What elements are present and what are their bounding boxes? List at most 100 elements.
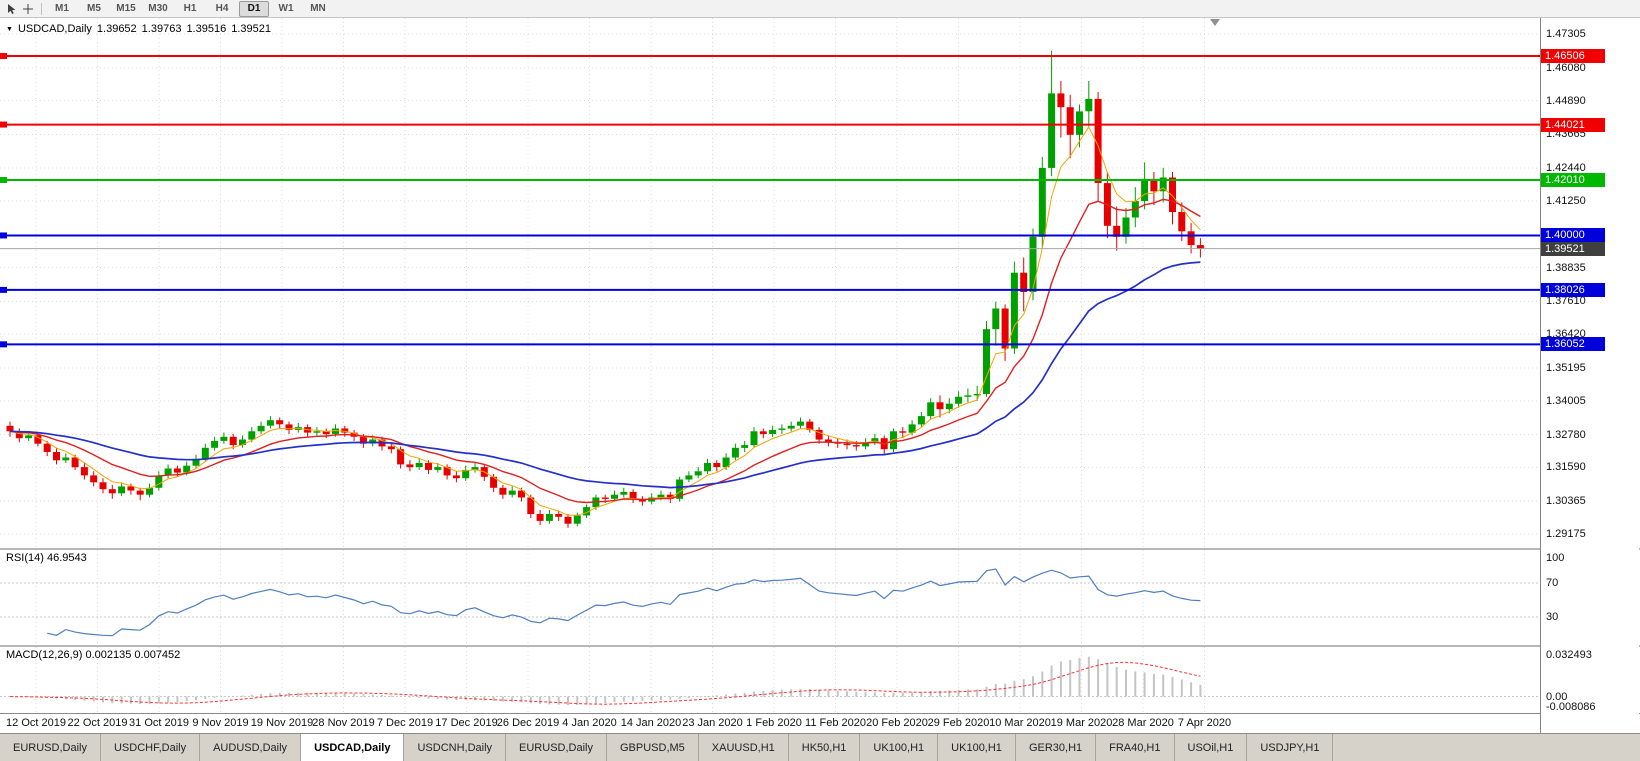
price-axis-tick: 1.34005	[1546, 394, 1586, 407]
price-level-badge: 1.40000	[1541, 228, 1605, 243]
timeframe-button-m30[interactable]: M30	[148, 2, 168, 14]
tab-ger30-h1[interactable]: GER30,H1	[1016, 734, 1097, 761]
tab-eurusd-daily[interactable]: EURUSD,Daily	[506, 734, 607, 761]
date-label: 11 Feb 2020	[805, 717, 866, 729]
toolbar: M1 M5 M15 M30 H1 H4 D1 W1 MN	[0, 0, 1640, 18]
date-label: 14 Jan 2020	[620, 717, 682, 729]
timeframe-button-mn[interactable]: MN	[310, 2, 326, 14]
date-label: 12 Oct 2019	[6, 717, 66, 729]
date-label: 1 Feb 2020	[746, 717, 802, 729]
timeframe-button-m1[interactable]: M1	[55, 2, 69, 14]
date-label: 19 Nov 2019	[250, 717, 314, 729]
timeframe-button-m5[interactable]: M5	[87, 2, 101, 14]
date-label: 4 Jan 2020	[562, 717, 617, 729]
tab-gbpusd-m5[interactable]: GBPUSD,M5	[607, 734, 699, 761]
tab-fra40-h1[interactable]: FRA40,H1	[1096, 734, 1175, 761]
price-axis-tick: 1.32780	[1546, 428, 1586, 441]
macd-panel-canvas[interactable]	[0, 647, 1540, 713]
chart-shift-marker	[1210, 19, 1220, 26]
date-label: 22 Oct 2019	[67, 717, 128, 729]
price-level-badge: 1.42010	[1541, 173, 1605, 188]
date-label: 26 Dec 2019	[496, 717, 560, 729]
price-axis-tick: 1.30365	[1546, 495, 1586, 508]
date-label: 29 Feb 2020	[927, 717, 990, 729]
ma-line-5	[9, 126, 1201, 516]
tab-uk100-h1[interactable]: UK100,H1	[860, 734, 939, 761]
toolbar-separator	[41, 2, 42, 15]
rsi-indicator-label: RSI(14) 46.9543	[6, 552, 87, 564]
tab-usoil-h1[interactable]: USOil,H1	[1175, 734, 1248, 761]
price-level-badge: 1.36052	[1541, 337, 1605, 352]
date-label: 7 Apr 2020	[1177, 717, 1232, 729]
tab-hk50-h1[interactable]: HK50,H1	[789, 734, 861, 761]
chart-tabs: EURUSD,Daily USDCHF,Daily AUDUSD,Daily USDC…	[0, 733, 1640, 761]
ma-line-34	[9, 261, 1201, 489]
price-axis-tick: 1.44890	[1546, 94, 1586, 107]
price-axis-tick: 1.37610	[1546, 295, 1586, 308]
date-label: 9 Nov 2019	[192, 717, 249, 729]
tab-usdchf-daily[interactable]: USDCHF,Daily	[101, 734, 201, 761]
rsi-panel-canvas[interactable]	[0, 550, 1540, 645]
date-label: 7 Dec 2019	[376, 717, 434, 729]
price-axis-tick: 1.41250	[1546, 194, 1586, 207]
price-axis-tick: 1.31590	[1546, 461, 1586, 474]
ohlc-low: 1.39516	[186, 23, 227, 35]
ohlc-open: 1.39652	[96, 23, 137, 35]
tab-uk100-h1[interactable]: UK100,H1	[938, 734, 1016, 761]
ohlc-high: 1.39763	[141, 23, 182, 35]
price-axis-tick: 1.35195	[1546, 361, 1586, 374]
macd-axis-tick: 0.00	[1546, 690, 1568, 703]
chart-dropdown-icon[interactable]: ▼	[6, 26, 13, 33]
price-axis-tick: 1.29175	[1546, 528, 1586, 540]
price-axis-tick: 1.42440	[1546, 162, 1586, 175]
macd-indicator-label: MACD(12,26,9) 0.002135 0.007452	[6, 649, 181, 661]
timeframe-button-h1[interactable]: H1	[183, 2, 197, 14]
main-chart-canvas[interactable]	[0, 18, 1540, 548]
price-level-badge: 1.38026	[1541, 282, 1605, 297]
price-axis[interactable]: 1.47305 1.46080 1.44890 1.43665 1.42440 1.412…	[1540, 18, 1639, 733]
rsi-axis-tick: 70	[1546, 577, 1559, 590]
ma-line-13	[9, 198, 1201, 504]
timeframe-button-w1[interactable]: W1	[278, 2, 294, 14]
chart-title: ▼ USDCAD,Daily 1.39652 1.39763 1.39516 1.3952…	[6, 23, 276, 35]
macd-histogram	[18, 656, 1202, 706]
macd-signal-line	[9, 661, 1201, 705]
ohlc-close: 1.39521	[231, 23, 271, 35]
date-label: 20 Feb 2020	[866, 717, 928, 729]
date-label: 23 Jan 2020	[682, 717, 743, 729]
price-axis-tick: 1.38835	[1546, 261, 1586, 274]
timeframe-buttons: M1 M5 M15 M30 H1 H4 D1 W1 MN	[47, 0, 333, 17]
date-label: 31 Oct 2019	[129, 717, 189, 729]
time-axis[interactable]: 12 Oct 2019 22 Oct 2019 31 Oct 2019 9 Nov 2…	[0, 714, 1540, 733]
panel-separator[interactable]	[0, 645, 1640, 647]
date-label: 19 Mar 2020	[1050, 717, 1113, 729]
price-axis-tick: 1.36420	[1546, 328, 1586, 341]
price-level-badge: 1.44021	[1541, 117, 1605, 132]
rsi-axis-tick: 30	[1546, 610, 1559, 623]
timeframe-button-h4[interactable]: H4	[215, 2, 229, 14]
timeframe-button-m15[interactable]: M15	[116, 2, 136, 14]
crosshair-icon[interactable]	[20, 2, 36, 16]
chart-symbol-label: USDCAD,Daily	[17, 23, 92, 35]
tab-usdjpy-h1[interactable]: USDJPY,H1	[1247, 734, 1334, 761]
timeframe-button-d1[interactable]: D1	[239, 0, 269, 17]
price-axis-tick: 1.47305	[1546, 28, 1586, 40]
panel-separator[interactable]	[0, 548, 1640, 550]
macd-axis-tick: -0.008086	[1546, 701, 1596, 713]
price-axis-tick: 1.46080	[1546, 61, 1586, 74]
price-level-badge: 1.46506	[1541, 49, 1605, 64]
date-label: 10 Mar 2020	[989, 717, 1051, 729]
date-label: 28 Nov 2019	[312, 717, 375, 729]
tab-usdcnh-daily[interactable]: USDCNH,Daily	[404, 734, 507, 761]
tab-audusd-daily[interactable]: AUDUSD,Daily	[200, 734, 302, 761]
macd-axis-tick: 0.032493	[1546, 649, 1592, 661]
date-label: 28 Mar 2020	[1112, 717, 1174, 729]
tab-eurusd-daily[interactable]: EURUSD,Daily	[0, 734, 101, 761]
tab-xauusd-h1[interactable]: XAUUSD,H1	[699, 734, 789, 761]
current-price-badge: 1.39521	[1541, 241, 1605, 256]
tab-usdcad-daily[interactable]: USDCAD,Daily	[301, 734, 405, 761]
rsi-line	[47, 568, 1201, 637]
rsi-axis-tick: 100	[1546, 552, 1565, 564]
cursor-icon[interactable]	[4, 2, 20, 16]
